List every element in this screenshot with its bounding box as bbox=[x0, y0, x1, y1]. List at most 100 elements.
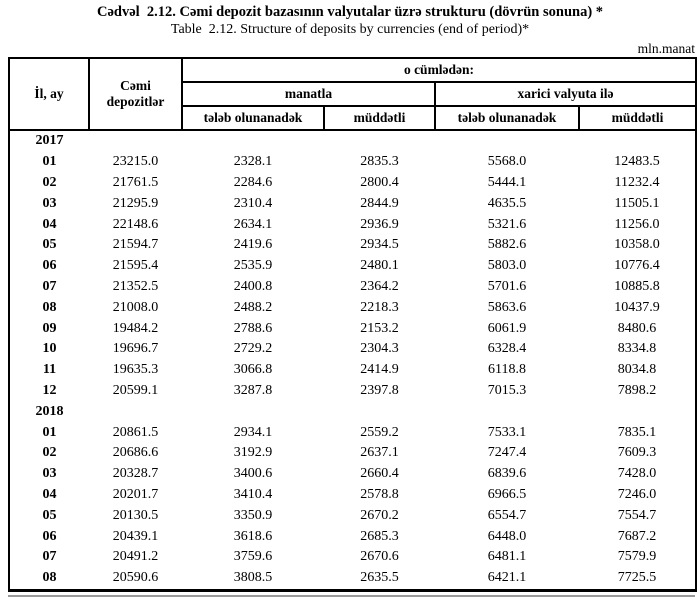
data-row: 11 19635.3 3066.8 2414.9 6118.8 8034.8 bbox=[9, 360, 696, 381]
value-cell: 2936.9 bbox=[360, 216, 399, 232]
data-row: 05 20130.5 3350.9 2670.2 6554.7 7554.7 bbox=[9, 505, 696, 526]
data-row: 01 20861.5 2934.1 2559.2 7533.1 7835.1 bbox=[9, 422, 696, 443]
month-label: 03 bbox=[42, 466, 57, 482]
empty-cell bbox=[324, 401, 435, 422]
month-label: 04 bbox=[42, 486, 57, 502]
header-including: o cümlədən: bbox=[181, 57, 697, 83]
value-cell: 2835.3 bbox=[360, 154, 399, 170]
month-label: 05 bbox=[42, 237, 57, 253]
value-cell: 2634.1 bbox=[233, 216, 273, 232]
data-row: 08 21008.0 2488.2 2218.3 5863.6 10437.9 bbox=[9, 297, 696, 318]
value-cell: 7609.3 bbox=[617, 445, 657, 461]
header-row-3: tələb olunanadək müddətli tələb olunanad… bbox=[9, 105, 697, 131]
value-cell: 2670.2 bbox=[360, 507, 399, 523]
value-cell: 6839.6 bbox=[487, 466, 527, 482]
value-cell: 5568.0 bbox=[487, 154, 527, 170]
empty-cell bbox=[182, 130, 324, 152]
value-cell: 2934.1 bbox=[233, 424, 273, 440]
value-cell: 2400.8 bbox=[233, 278, 273, 294]
value-cell: 3410.4 bbox=[233, 486, 273, 502]
header-row-2: manatla xarici valyuta ilə bbox=[9, 81, 697, 107]
data-row: 07 21352.5 2400.8 2364.2 5701.6 10885.8 bbox=[9, 277, 696, 298]
value-cell: 2788.6 bbox=[233, 320, 273, 336]
value-cell: 6448.0 bbox=[487, 528, 527, 544]
value-cell: 7554.7 bbox=[617, 507, 657, 523]
data-row: 03 21295.9 2310.4 2844.9 4635.5 11505.1 bbox=[9, 193, 696, 214]
value-cell: 21295.9 bbox=[112, 195, 159, 211]
empty-cell bbox=[89, 130, 182, 152]
value-cell: 10776.4 bbox=[614, 258, 660, 274]
value-cell: 3066.8 bbox=[233, 362, 273, 378]
value-cell: 5882.6 bbox=[487, 237, 527, 253]
data-row: 01 23215.0 2328.1 2835.3 5568.0 12483.5 bbox=[9, 152, 696, 173]
data-row: 04 20201.7 3410.4 2578.8 6966.5 7246.0 bbox=[9, 485, 696, 506]
header-total-deposits: Cəmi depozitlər bbox=[88, 57, 183, 131]
empty-cell bbox=[435, 401, 579, 422]
month-label: 07 bbox=[42, 278, 57, 294]
data-row: 03 20328.7 3400.6 2660.4 6839.6 7428.0 bbox=[9, 464, 696, 485]
value-cell: 2284.6 bbox=[233, 174, 273, 190]
value-cell: 3400.6 bbox=[233, 466, 273, 482]
value-cell: 12483.5 bbox=[614, 154, 660, 170]
value-cell: 11256.0 bbox=[614, 216, 660, 232]
table-header: İl, ay Cəmi depozitlər o cümlədən: manat… bbox=[8, 57, 697, 131]
value-cell: 23215.0 bbox=[112, 154, 159, 170]
value-cell: 2800.4 bbox=[360, 174, 399, 190]
year-row: 2018 bbox=[9, 401, 696, 422]
value-cell: 8034.8 bbox=[617, 362, 657, 378]
month-label: 11 bbox=[42, 362, 57, 378]
data-row: 08 20590.6 3808.5 2635.5 6421.1 7725.5 bbox=[9, 568, 696, 590]
month-label: 04 bbox=[42, 216, 57, 232]
month-label: 09 bbox=[42, 320, 57, 336]
value-cell: 2637.1 bbox=[360, 445, 399, 461]
month-label: 08 bbox=[42, 299, 57, 315]
value-cell: 6966.5 bbox=[487, 486, 527, 502]
value-cell: 20328.7 bbox=[112, 466, 159, 482]
value-cell: 20590.6 bbox=[112, 570, 159, 586]
value-cell: 2397.8 bbox=[360, 382, 399, 398]
value-cell: 6328.4 bbox=[487, 341, 527, 357]
value-cell: 3192.9 bbox=[233, 445, 273, 461]
value-cell: 20201.7 bbox=[112, 486, 159, 502]
header-year-month: İl, ay bbox=[8, 57, 90, 131]
month-label: 06 bbox=[42, 528, 57, 544]
header-term-manat: müddətli bbox=[323, 105, 436, 131]
data-row: 06 21595.4 2535.9 2480.1 5803.0 10776.4 bbox=[9, 256, 696, 277]
data-row: 09 19484.2 2788.6 2153.2 6061.9 8480.6 bbox=[9, 318, 696, 339]
value-cell: 2685.3 bbox=[360, 528, 399, 544]
header-term-foreign: müddətli bbox=[578, 105, 697, 131]
value-cell: 6554.7 bbox=[487, 507, 527, 523]
month-label: 06 bbox=[42, 258, 57, 274]
value-cell: 20130.5 bbox=[112, 507, 159, 523]
header-foreign-currency-group: xarici valyuta ilə bbox=[434, 81, 697, 107]
month-label: 02 bbox=[42, 445, 57, 461]
value-cell: 2304.3 bbox=[360, 341, 399, 357]
empty-cell bbox=[89, 401, 182, 422]
value-cell: 21761.5 bbox=[112, 174, 159, 190]
value-cell: 7533.1 bbox=[487, 424, 527, 440]
month-label: 10 bbox=[42, 341, 57, 357]
value-cell: 2578.8 bbox=[360, 486, 399, 502]
deposits-table: İl, ay Cəmi depozitlər o cümlədən: manat… bbox=[8, 57, 697, 592]
value-cell: 3759.6 bbox=[233, 549, 273, 565]
value-cell: 2535.9 bbox=[233, 258, 273, 274]
value-cell: 8334.8 bbox=[617, 341, 657, 357]
value-cell: 2419.6 bbox=[233, 237, 273, 253]
empty-cell bbox=[579, 130, 696, 152]
value-cell: 5701.6 bbox=[487, 278, 527, 294]
data-row: 12 20599.1 3287.8 2397.8 7015.3 7898.2 bbox=[9, 381, 696, 402]
header-demand-manat: tələb olunanadək bbox=[181, 105, 325, 131]
value-cell: 2660.4 bbox=[360, 466, 399, 482]
value-cell: 4635.5 bbox=[487, 195, 527, 211]
empty-cell bbox=[579, 401, 696, 422]
value-cell: 10437.9 bbox=[614, 299, 660, 315]
value-cell: 2153.2 bbox=[360, 320, 399, 336]
month-label: 03 bbox=[42, 195, 57, 211]
value-cell: 7015.3 bbox=[487, 382, 527, 398]
header-manat-group: manatla bbox=[181, 81, 436, 107]
value-cell: 2488.2 bbox=[233, 299, 273, 315]
value-cell: 2364.2 bbox=[360, 278, 399, 294]
value-cell: 7687.2 bbox=[617, 528, 657, 544]
value-cell: 11232.4 bbox=[614, 174, 660, 190]
